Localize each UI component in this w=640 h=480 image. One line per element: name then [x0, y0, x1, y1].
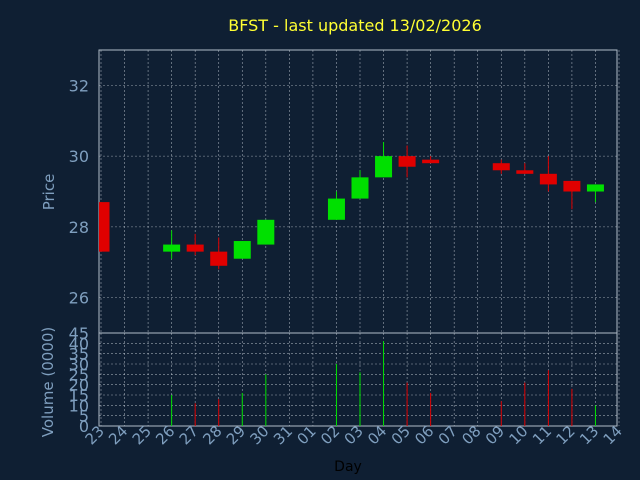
- candle-body: [539, 173, 557, 185]
- candle-body: [563, 180, 581, 192]
- price-panel: 26 28 30 32 Price: [40, 49, 620, 334]
- volume-tick-label: 0: [79, 417, 89, 436]
- price-tick-label: 26: [69, 289, 89, 308]
- candle-body: [257, 219, 275, 245]
- price-axis-ticks: 26 28 30 32: [69, 76, 89, 307]
- candle-body: [586, 184, 604, 192]
- candle-body: [327, 198, 345, 220]
- volume-tick-label: 15: [69, 386, 89, 405]
- volume-bars: [171, 341, 596, 426]
- volume-tick-label: 25: [69, 365, 89, 384]
- volume-tick-label: 20: [69, 376, 89, 395]
- candle-body: [422, 159, 440, 164]
- candle-body: [233, 241, 251, 259]
- volume-tick-label: 10: [69, 396, 89, 415]
- candles: [99, 141, 604, 270]
- volume-tick-label: 35: [69, 345, 89, 364]
- volume-panel-frame: [98, 332, 618, 427]
- candle-body: [398, 156, 416, 167]
- volume-tick-label: 40: [69, 334, 89, 353]
- candle-body: [186, 244, 204, 252]
- candle-body: [351, 177, 369, 199]
- price-axis-label: Price: [40, 174, 58, 211]
- volume-tick-label: 45: [69, 324, 89, 343]
- volume-axis-label: Volume (0000): [39, 327, 57, 437]
- candle-body: [99, 202, 110, 252]
- volume-tick-label: 5: [79, 407, 89, 426]
- candle-body: [375, 156, 393, 178]
- price-tick-label: 30: [69, 147, 89, 166]
- volume-grid: [99, 333, 620, 426]
- candle-body: [163, 244, 181, 252]
- price-tick-label: 28: [69, 218, 89, 237]
- candle-body: [210, 251, 228, 266]
- price-tick-label: 32: [69, 76, 89, 95]
- candle-body: [492, 163, 510, 171]
- x-axis-ticks: 2324252627282930310102030405060708091011…: [82, 422, 626, 448]
- x-axis-label: Day: [334, 459, 362, 475]
- chart-title: BFST - last updated 13/02/2026: [228, 16, 482, 35]
- candle-body: [516, 170, 534, 174]
- volume-tick-label: 30: [69, 355, 89, 374]
